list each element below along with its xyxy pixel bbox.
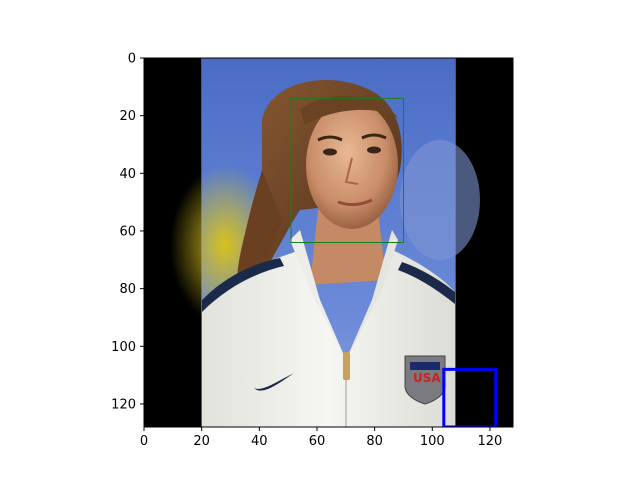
y-tick-label: 20 — [119, 109, 136, 124]
y-axis-ticks: 0 20 40 60 80 100 120 — [111, 52, 144, 412]
y-tick-label: 100 — [111, 340, 136, 355]
y-tick-label: 120 — [111, 397, 136, 412]
x-tick-label: 20 — [193, 434, 210, 449]
x-tick-label: 100 — [420, 434, 445, 449]
x-tick-label: 60 — [309, 434, 326, 449]
x-tick-label: 80 — [366, 434, 383, 449]
image-layer: USA — [144, 58, 513, 427]
y-tick-label: 80 — [119, 282, 136, 297]
x-tick-label: 120 — [478, 434, 503, 449]
corner-box — [442, 367, 498, 427]
svg-text:USA: USA — [413, 371, 441, 385]
x-tick-label: 0 — [140, 434, 148, 449]
x-axis-ticks: 0 20 40 60 80 100 120 — [140, 427, 502, 449]
y-tick-label: 40 — [119, 167, 136, 182]
y-tick-label: 0 — [128, 52, 136, 67]
x-tick-label: 40 — [251, 434, 268, 449]
bounding-boxes — [290, 97, 498, 427]
face-box — [290, 97, 404, 243]
portrait-photo: USA — [170, 58, 480, 427]
y-tick-label: 60 — [119, 224, 136, 239]
axes-frame — [143, 57, 514, 428]
